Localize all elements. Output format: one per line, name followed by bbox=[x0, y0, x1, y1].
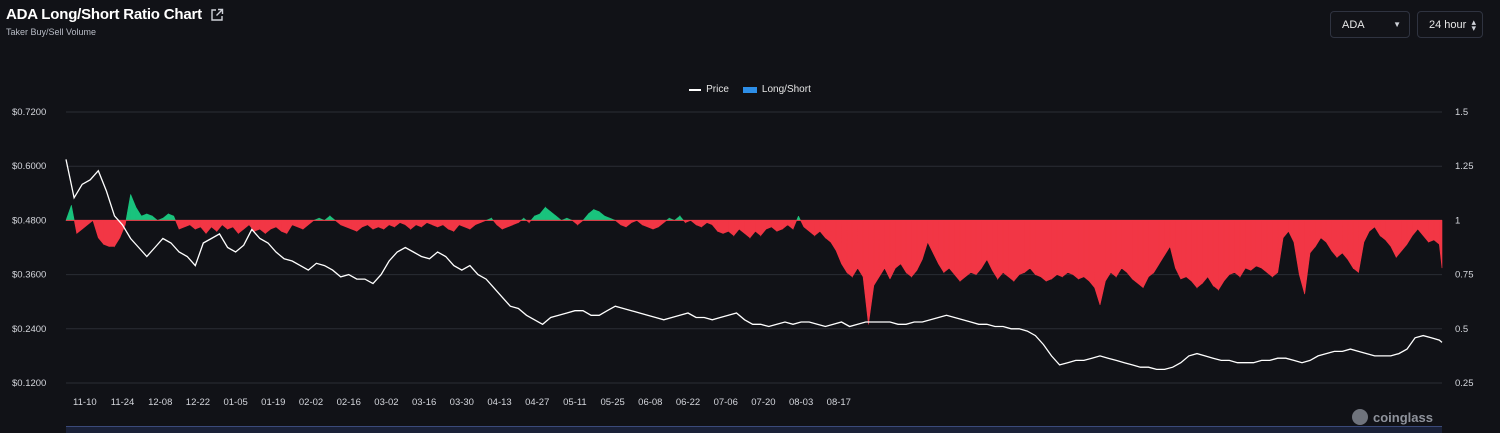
right-axis-tick: 0.5 bbox=[1455, 324, 1468, 335]
x-axis-tick: 04-13 bbox=[487, 397, 511, 408]
x-axis-tick: 12-08 bbox=[148, 397, 172, 408]
x-axis-tick: 07-06 bbox=[714, 397, 738, 408]
page-title: ADA Long/Short Ratio Chart bbox=[6, 6, 202, 23]
caret-down-icon: ▼ bbox=[1393, 20, 1401, 29]
x-axis-tick: 02-02 bbox=[299, 397, 323, 408]
legend-swatch-long-short bbox=[742, 86, 757, 93]
legend-label-long-short: Long/Short bbox=[761, 84, 811, 95]
interval-select[interactable]: 24 hour ▴ ▾ bbox=[1417, 11, 1483, 38]
right-axis-tick: 1 bbox=[1455, 215, 1460, 226]
long-short-area-negative bbox=[73, 220, 1443, 325]
long-short-area-positive bbox=[65, 194, 802, 221]
price-line-layer bbox=[65, 159, 1443, 371]
left-axis-tick: $0.6000 bbox=[12, 161, 46, 172]
left-axis-tick: $0.3600 bbox=[12, 270, 46, 281]
interval-select-value: 24 hour bbox=[1429, 18, 1467, 31]
right-axis-tick: 1.5 bbox=[1455, 107, 1468, 118]
x-axis-tick: 01-19 bbox=[261, 397, 285, 408]
chart-controls: ADA ▼ 24 hour ▴ ▾ bbox=[1330, 11, 1483, 38]
chart-legend: Price Long/Short bbox=[0, 84, 1500, 95]
range-navigator[interactable] bbox=[66, 426, 1442, 433]
left-axis-tick: $0.4800 bbox=[12, 215, 46, 226]
x-axis-tick: 03-30 bbox=[450, 397, 474, 408]
x-axis-tick: 08-17 bbox=[827, 397, 851, 408]
x-axis-tick: 03-02 bbox=[374, 397, 398, 408]
x-axis-tick: 02-16 bbox=[337, 397, 361, 408]
x-axis-tick: 05-25 bbox=[600, 397, 624, 408]
left-axis-tick: $0.7200 bbox=[12, 107, 46, 118]
x-axis-tick: 01-05 bbox=[223, 397, 247, 408]
x-axis-tick: 12-22 bbox=[186, 397, 210, 408]
right-axis-tick: 0.25 bbox=[1455, 378, 1474, 389]
right-axis-tick: 1.25 bbox=[1455, 161, 1474, 172]
left-axis-tick: $0.2400 bbox=[12, 324, 46, 335]
x-axis-tick: 08-03 bbox=[789, 397, 813, 408]
coin-select[interactable]: ADA ▼ bbox=[1330, 11, 1410, 38]
legend-swatch-price bbox=[689, 88, 702, 91]
external-link-icon[interactable] bbox=[210, 8, 224, 22]
legend-label-price: Price bbox=[706, 84, 729, 95]
left-axis-tick: $0.1200 bbox=[12, 378, 46, 389]
x-axis-tick: 03-16 bbox=[412, 397, 436, 408]
coin-select-value: ADA bbox=[1342, 18, 1365, 31]
page-title-row: ADA Long/Short Ratio Chart bbox=[6, 6, 224, 23]
coinglass-logo-icon bbox=[1352, 409, 1368, 425]
x-axis-tick: 11-24 bbox=[111, 397, 135, 408]
legend-item-long-short[interactable]: Long/Short bbox=[742, 84, 811, 95]
price-line bbox=[65, 159, 1443, 371]
x-axis-tick: 05-11 bbox=[563, 397, 587, 408]
page-subtitle: Taker Buy/Sell Volume bbox=[6, 27, 97, 37]
chart-header: ADA Long/Short Ratio Chart Taker Buy/Sel… bbox=[6, 6, 224, 37]
right-axis-tick: 0.75 bbox=[1455, 270, 1474, 281]
coinglass-watermark: coinglass bbox=[1352, 409, 1433, 425]
long-short-area-layer bbox=[65, 194, 1443, 325]
legend-item-price[interactable]: Price bbox=[689, 84, 729, 95]
x-axis-tick: 06-08 bbox=[638, 397, 662, 408]
x-axis-tick: 04-27 bbox=[525, 397, 549, 408]
x-axis-tick: 06-22 bbox=[676, 397, 700, 408]
x-axis-tick: 07-20 bbox=[751, 397, 775, 408]
x-axis-tick: 11-10 bbox=[73, 397, 97, 408]
axis-layer: $0.7200 $0.6000 $0.4800 $0.3600 $0.2400 $0.12… bbox=[12, 107, 1474, 408]
watermark-text: coinglass bbox=[1373, 409, 1433, 425]
up-down-icon: ▴ ▾ bbox=[1471, 16, 1476, 33]
